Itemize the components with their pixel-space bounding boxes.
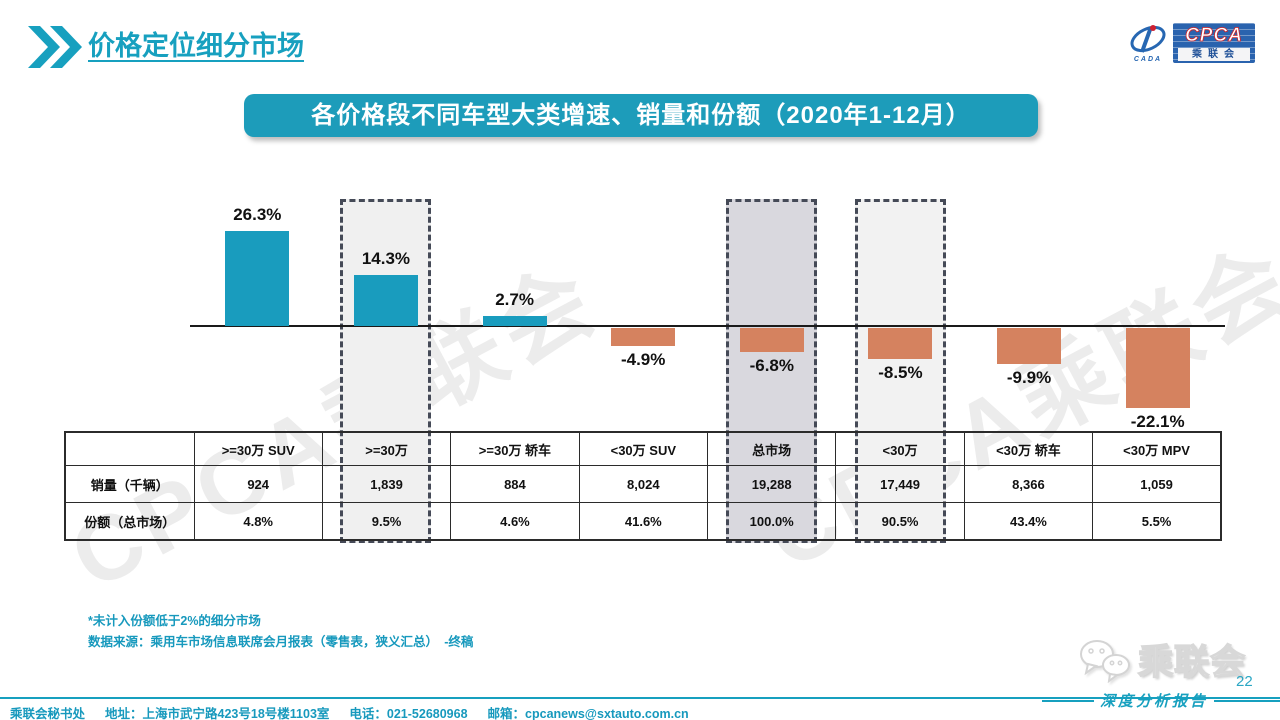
bar-总市场 xyxy=(739,328,804,352)
table-cell: 8,366 xyxy=(963,465,1094,503)
wechat-icon xyxy=(1080,639,1130,683)
table-cell: 100.0% xyxy=(706,502,837,541)
watermark-left: CPCA乘联会 xyxy=(55,247,614,610)
table-row: 销量（千辆） 924 1,839 884 8,024 19,288 17,449 8,366 1… xyxy=(64,465,1222,503)
chart-zero-axis xyxy=(190,325,1225,327)
table-header-row: >=30万 SUV >=30万 >=30万 轿车 <30万 SUV 总市场 <30万 <30… xyxy=(64,431,1222,466)
table-cell: 19,288 xyxy=(706,465,837,503)
footnote-share-threshold: *未计入份额低于2%的细分市场 xyxy=(88,614,261,628)
table-col-header: 总市场 xyxy=(706,431,837,466)
logo-subtext: CADA xyxy=(1133,56,1163,63)
footer-bar: 乘联会秘书处 地址：上海市武宁路423号18号楼1103室 电话：021-526… xyxy=(0,697,1280,720)
table-cell: 5.5% xyxy=(1092,502,1222,541)
table-cell: 90.5% xyxy=(835,502,965,541)
bar-<30万 xyxy=(868,328,933,359)
bar-value-label: 26.3% xyxy=(233,205,282,224)
table-row-header: 销量（千辆） xyxy=(64,465,195,503)
table-col-header: >=30万 xyxy=(321,431,452,466)
table-cell: 924 xyxy=(193,465,323,503)
footer-phone: 电话：021-52680968 xyxy=(349,707,468,720)
data-table: >=30万 SUV >=30万 >=30万 轿车 <30万 SUV 总市场 <30万 <30… xyxy=(64,431,1222,541)
logo-chinese-text: 乘联会 xyxy=(1178,47,1250,61)
table-col-header: <30万 MPV xyxy=(1092,431,1222,466)
table-col-header: >=30万 轿车 xyxy=(450,431,580,466)
table-cell: 4.6% xyxy=(450,502,580,541)
table-cell: 17,449 xyxy=(835,465,965,503)
table-cell: 1,839 xyxy=(321,465,452,503)
bar-<30万 轿车 xyxy=(997,328,1062,364)
table-row-header: 份额（总市场） xyxy=(64,502,195,541)
footer-secretariat: 乘联会秘书处 xyxy=(10,707,86,720)
table-col-header: <30万 xyxy=(835,431,965,466)
cpca-logo-box: CPCA 乘联会 xyxy=(1173,22,1255,63)
table-cell: 1,059 xyxy=(1092,465,1222,503)
double-chevron-icon xyxy=(28,26,82,68)
table-row: 份额（总市场） 4.8% 9.5% 4.6% 41.6% 100.0% 90.5% 43.4%… xyxy=(64,502,1222,541)
footer-address: 地址：上海市武宁路423号18号楼1103室 xyxy=(105,707,330,720)
cpca-emblem-icon: CADA xyxy=(1126,22,1170,63)
table-col-header: <30万 轿车 xyxy=(963,431,1094,466)
bar->=30万 xyxy=(353,275,418,326)
footer-email: 邮箱：cpcanews@sxtauto.com.cn xyxy=(487,707,689,720)
wechat-account-name: 乘联会 xyxy=(1137,642,1247,683)
bar-value-label: -22.1% xyxy=(1130,412,1185,431)
bar-<30万 SUV xyxy=(611,328,676,346)
wechat-branding: 乘联会 xyxy=(1076,634,1246,685)
bar->=30万 SUV xyxy=(225,231,290,326)
table-cell: 8,024 xyxy=(578,465,709,503)
table-col-header: >=30万 SUV xyxy=(193,431,323,466)
cpca-logo: CADA CPCA 乘联会 xyxy=(1126,22,1255,63)
bar-value-label: 14.3% xyxy=(361,249,411,268)
bar-value-label: -4.9% xyxy=(620,350,666,369)
page-number: 22 xyxy=(1236,673,1253,690)
bar->=30万 轿车 xyxy=(482,316,547,326)
logo-cpca-text: CPCA xyxy=(1185,24,1243,46)
footnotes: *未计入份额低于2%的细分市场 数据来源：乘用车市场信息联席会月报表（零售表，狭… xyxy=(88,611,473,653)
report-tag-line-right xyxy=(1214,699,1280,702)
table-cell: 9.5% xyxy=(321,502,452,541)
bar-value-label: 2.7% xyxy=(495,290,534,309)
table-cell: 4.8% xyxy=(193,502,323,541)
table-cell: 41.6% xyxy=(578,502,709,541)
report-tag-line-left xyxy=(1042,699,1094,702)
table-cell: 884 xyxy=(450,465,580,503)
table-cell: 43.4% xyxy=(963,502,1094,541)
chart-title-banner: 各价格段不同车型大类增速、销量和份额（2020年1-12月） xyxy=(244,94,1038,137)
bar-value-label: -6.8% xyxy=(749,356,795,375)
footnote-data-source: 数据来源：乘用车市场信息联席会月报表（零售表，狭义汇总） -终稿 xyxy=(88,635,474,649)
page-title: 价格定位细分市场 xyxy=(88,31,304,61)
table-col-header: <30万 SUV xyxy=(578,431,709,466)
bar-<30万 MPV xyxy=(1125,328,1190,408)
table-corner-cell xyxy=(64,431,195,466)
bar-value-label: -9.9% xyxy=(1006,368,1052,387)
bar-value-label: -8.5% xyxy=(878,363,923,382)
